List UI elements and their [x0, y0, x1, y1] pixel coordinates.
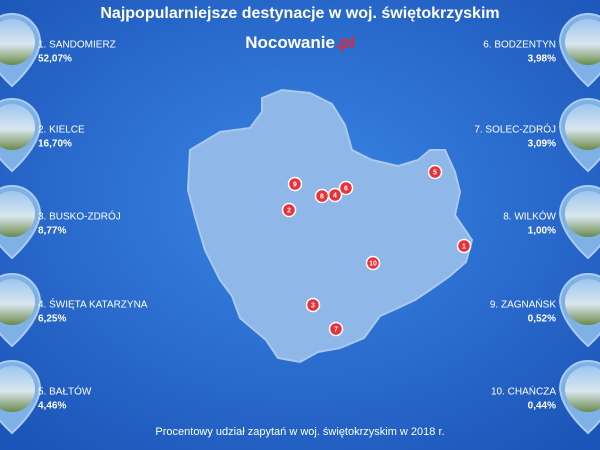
- marker-dot: [287, 176, 303, 192]
- destination-share: 0,52%: [528, 314, 556, 325]
- destination-label: 3. BUSKO-ZDRÓJ: [38, 210, 121, 223]
- pin-photo: [0, 366, 35, 412]
- location-pin: [558, 273, 600, 348]
- destination-share: 16,70%: [38, 139, 72, 150]
- destination-label: 1. SANDOMIERZ: [38, 40, 116, 51]
- destination-list: 1. SANDOMIERZ 52,07% 2. KIELCE 16,70% 3. BUS…: [0, 13, 600, 435]
- location-pin: [0, 98, 42, 173]
- destination-label: 6. BODZENTYN: [483, 40, 556, 51]
- marker-number: 1: [462, 243, 466, 250]
- destination-label: 2. KIELCE: [38, 125, 85, 136]
- marker-dot: [427, 164, 443, 180]
- map-markers: 1 2 3 4 5 6 7 8 9 10: [281, 164, 472, 337]
- marker-dot: [456, 238, 472, 254]
- title: Najpopularniejsze destynacje w woj. świę…: [100, 5, 499, 22]
- marker-number: 9: [293, 181, 297, 188]
- marker-dot: [305, 297, 321, 313]
- location-pin: [558, 360, 600, 435]
- destination-share: 52,07%: [38, 54, 72, 65]
- destination-label: 7. SOLEC-ZDRÓJ: [474, 123, 556, 136]
- marker-number: 5: [433, 169, 437, 176]
- brand-name: Nocowanie: [245, 33, 335, 52]
- destination-label: 10. CHAŃCZA: [491, 385, 556, 398]
- destination-label: 5. BAŁTÓW: [38, 385, 92, 398]
- marker-number: 7: [334, 326, 338, 333]
- destination-share: 6,25%: [38, 314, 66, 325]
- marker-number: 8: [320, 193, 324, 200]
- marker-dot: [328, 321, 344, 337]
- destination-share: 1,00%: [528, 226, 556, 237]
- destination-share: 3,98%: [528, 54, 556, 65]
- footer: Procentowy udział zapytań w woj. świętok…: [155, 426, 444, 438]
- destination-label: 4. ŚWIĘTA KATARZYNA: [38, 298, 148, 311]
- pin-photo: [565, 19, 600, 65]
- destination-share: 0,44%: [528, 401, 556, 412]
- pin-photo: [565, 104, 600, 150]
- destination-share: 4,46%: [38, 401, 66, 412]
- marker-dot: [338, 180, 354, 196]
- marker-dot: [314, 188, 330, 204]
- pin-photo: [565, 191, 600, 237]
- location-pin: [0, 185, 42, 260]
- location-pin: [0, 360, 42, 435]
- destination-label: 8. WILKÓW: [503, 210, 556, 223]
- destination-label: 9. ZAGNAŃSK: [490, 298, 556, 311]
- marker-number: 2: [287, 207, 291, 214]
- pin-photo: [565, 279, 600, 325]
- brand-suffix: .pl: [335, 33, 355, 52]
- marker-dot: [365, 255, 381, 271]
- brand: Nocowanie.pl: [245, 33, 355, 52]
- pin-photo: [0, 19, 35, 65]
- marker-number: 6: [344, 185, 348, 192]
- marker-number: 3: [311, 302, 315, 309]
- marker-dot: [281, 202, 297, 218]
- pin-photo: [0, 191, 35, 237]
- location-pin: [558, 13, 600, 88]
- marker-number: 4: [333, 192, 337, 199]
- destination-share: 8,77%: [38, 226, 66, 237]
- marker-number: 10: [369, 260, 377, 267]
- location-pin: [0, 273, 42, 348]
- destination-share: 3,09%: [528, 139, 556, 150]
- location-pin: [0, 13, 42, 88]
- location-pin: [558, 185, 600, 260]
- pin-photo: [0, 279, 35, 325]
- location-pin: [558, 98, 600, 173]
- pin-photo: [0, 104, 35, 150]
- pin-photo: [565, 366, 600, 412]
